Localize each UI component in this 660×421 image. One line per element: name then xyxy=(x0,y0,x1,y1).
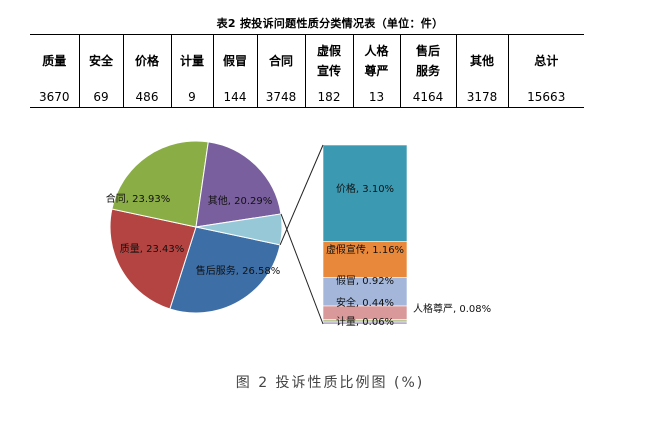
connector-line-bottom xyxy=(280,213,324,325)
table-header-row: 质量 安全 价格 计量 假冒 合同 虚假 宣传 人格 尊严 售后 服务 其他 总… xyxy=(30,34,584,87)
header-cell: 质量 xyxy=(30,34,79,87)
value-cell: 13 xyxy=(352,87,400,108)
value-cell: 144 xyxy=(212,87,257,108)
bar-label-虚假宣传: 虚假宣传, 1.16% xyxy=(326,243,404,256)
pie-label-合同: 合同, 23.93% xyxy=(106,192,171,205)
value-cell: 486 xyxy=(122,87,171,108)
value-cell: 3178 xyxy=(455,87,508,108)
bar-label-假冒: 假冒, 0.92% xyxy=(336,274,394,287)
value-cell: 9 xyxy=(170,87,213,108)
pie-slice-其他 xyxy=(195,141,282,228)
header-cell: 售后 服务 xyxy=(399,34,456,87)
pie-slice-质量 xyxy=(109,208,197,310)
value-cell: 4164 xyxy=(399,87,456,108)
value-cell: 3670 xyxy=(30,87,79,108)
pie-label-售后服务: 售后服务, 26.58% xyxy=(196,264,281,277)
header-cell: 其他 xyxy=(455,34,508,87)
header-cell: 假冒 xyxy=(212,34,257,87)
table-value-row: 3670 69 486 9 144 3748 182 13 4164 3178 … xyxy=(30,87,584,108)
bar-label-计量: 计量, 0.06% xyxy=(336,315,394,328)
pie-label-质量: 质量, 23.43% xyxy=(120,243,185,255)
bar-segment-价格 xyxy=(322,144,408,242)
header-cell: 安全 xyxy=(78,34,123,87)
header-cell: 人格 尊严 xyxy=(352,34,400,87)
connector-line-top xyxy=(279,144,324,246)
value-cell: 3748 xyxy=(256,87,305,108)
header-cell: 价格 xyxy=(122,34,171,87)
value-cell: 69 xyxy=(78,87,123,108)
figure-caption: 图 2 投诉性质比例图 (%) xyxy=(235,375,425,391)
value-cell: 15663 xyxy=(507,87,584,108)
pie-label-其他: 其他, 20.29% xyxy=(208,194,273,207)
bar-label-价格: 价格, 3.10% xyxy=(336,182,394,195)
value-cell: 182 xyxy=(304,87,353,108)
pie-slice-合同 xyxy=(111,140,209,228)
header-cell: 合同 xyxy=(256,34,305,87)
bar-segment-虚假宣传 xyxy=(322,241,408,278)
table-title: 表2 按投诉问题性质分类情况表（单位：件） xyxy=(216,17,444,30)
bar-label-人格尊严: 人格尊严, 0.08% xyxy=(413,302,491,315)
header-cell: 虚假 宣传 xyxy=(304,34,353,87)
header-cell: 总计 xyxy=(507,34,584,87)
header-cell: 计量 xyxy=(170,34,213,87)
bar-segment-假冒 xyxy=(322,277,408,307)
complaint-table: 质量 安全 价格 计量 假冒 合同 虚假 宣传 人格 尊严 售后 服务 其他 总… xyxy=(30,34,584,108)
pie-slice-售后服务 xyxy=(169,226,281,314)
bar-label-安全: 安全, 0.44% xyxy=(336,296,394,309)
